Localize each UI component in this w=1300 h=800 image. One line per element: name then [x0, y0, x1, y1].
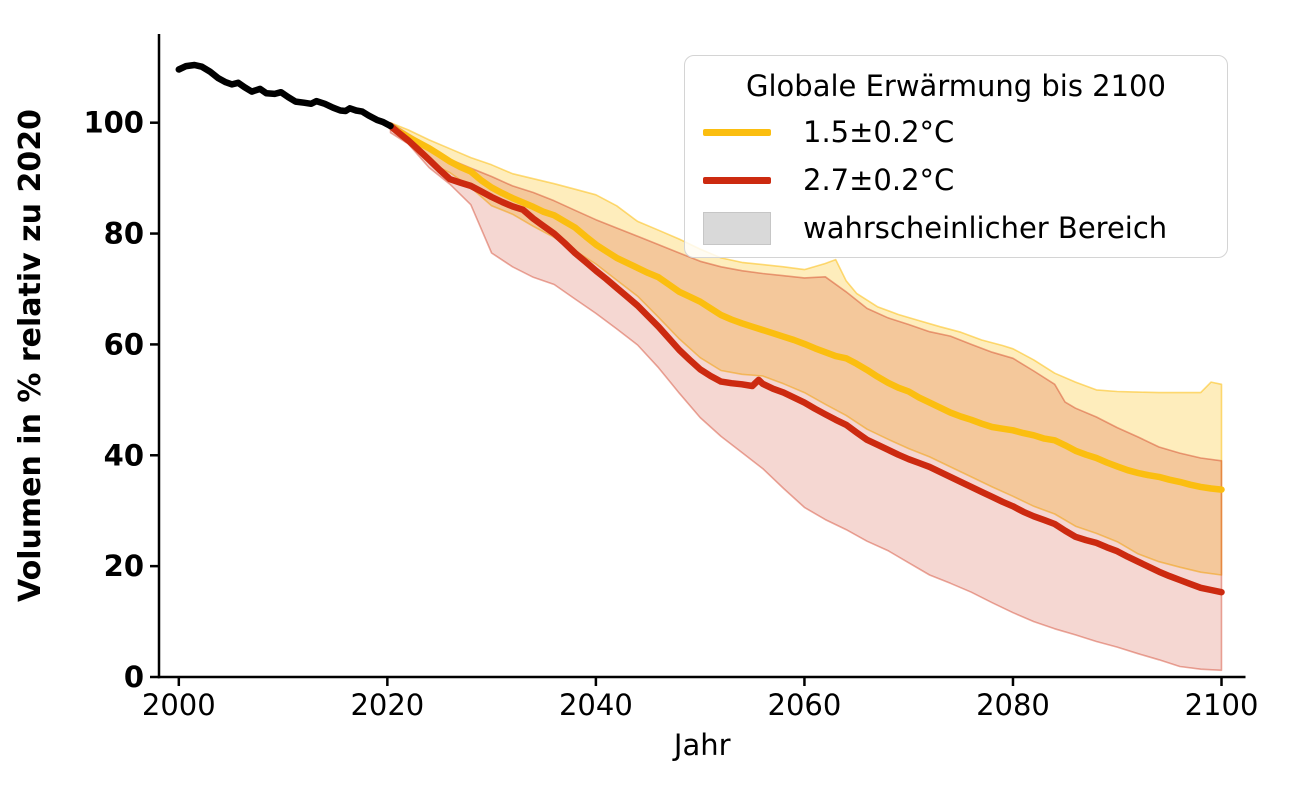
legend-line-swatch — [703, 176, 771, 184]
y-tick-label: 40 — [104, 438, 144, 472]
legend-rows: 1.5±0.2°C 2.7±0.2°C wahrscheinlicher Berei… — [703, 108, 1209, 252]
y-tick-label: 0 — [124, 660, 144, 694]
band-1502C — [389, 121, 1223, 576]
legend-item-0: 1.5±0.2°C — [703, 108, 1209, 156]
legend-label-2: wahrscheinlicher Bereich — [803, 211, 1168, 245]
legend-label-0: 1.5±0.2°C — [803, 115, 955, 149]
y-tick-label: 80 — [104, 217, 144, 251]
y-tick-label: 60 — [104, 327, 144, 361]
y-tick-label: 20 — [104, 549, 144, 583]
uncertainty-bands — [389, 121, 1223, 672]
y-tick-label: 100 — [83, 106, 144, 140]
x-tick-label: 2020 — [350, 688, 424, 722]
x-tick-label: 2100 — [1185, 688, 1259, 722]
line-historisch — [175, 61, 394, 130]
line-2702C — [387, 122, 1225, 596]
legend-label-1: 2.7±0.2°C — [803, 163, 955, 197]
legend-item-2: wahrscheinlicher Bereich — [703, 204, 1209, 252]
x-tick-label: 2000 — [142, 688, 216, 722]
data-lines — [175, 61, 1225, 596]
legend-patch-swatch — [703, 211, 771, 245]
swatch-0 — [703, 128, 771, 136]
x-tick-label: 2060 — [768, 688, 842, 722]
legend-line-swatch — [703, 128, 771, 136]
swatch-1 — [703, 176, 771, 184]
x-tick-label: 2040 — [559, 688, 633, 722]
swatch-2 — [703, 211, 771, 245]
line-1502C — [387, 122, 1225, 493]
x-tick-label: 2080 — [976, 688, 1050, 722]
x-axis-title: Jahr — [672, 728, 731, 762]
band-2702C — [389, 121, 1223, 672]
legend-item-1: 2.7±0.2°C — [703, 156, 1209, 204]
axes-spines-and-ticks — [150, 34, 1246, 686]
legend-title: Globale Erwärmung bis 2100 — [746, 69, 1166, 103]
axis-labels: Jahr Volumen in % relativ zu 2020 — [13, 109, 731, 762]
legend: Globale Erwärmung bis 2100 1.5±0.2°C 2.7±… — [684, 55, 1228, 258]
y-axis-title: Volumen in % relativ zu 2020 — [13, 109, 48, 602]
